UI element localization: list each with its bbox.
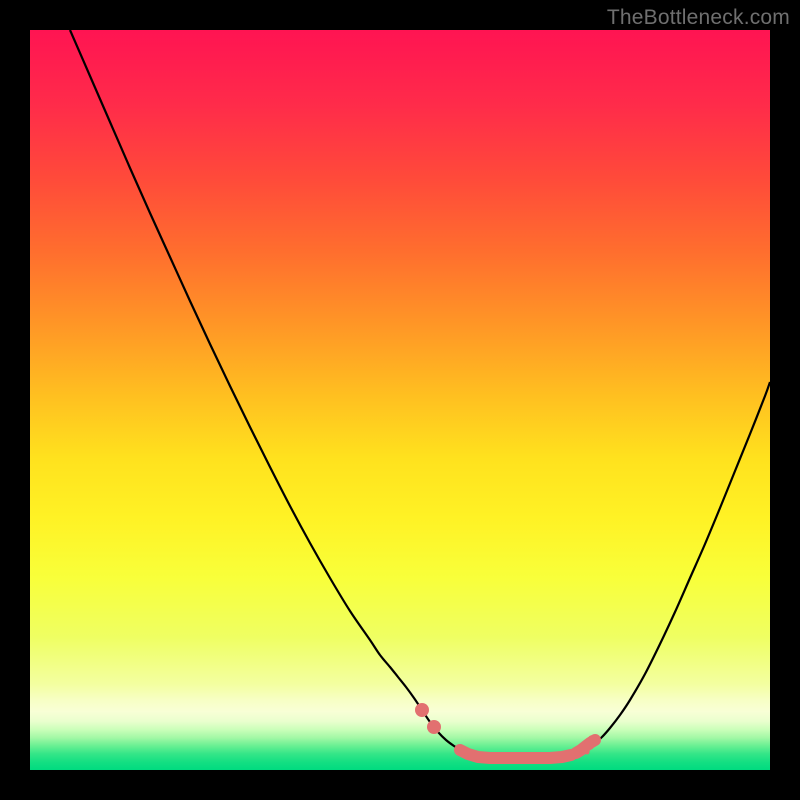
bottleneck-curve (70, 30, 770, 758)
canvas-frame: TheBottleneck.com (0, 0, 800, 800)
highlight-markers (415, 703, 595, 758)
chart-overlay (30, 30, 770, 770)
marker-dot (427, 720, 441, 734)
marker-dot (415, 703, 429, 717)
marker-segment (460, 750, 571, 758)
plot-area (30, 30, 770, 770)
watermark-text: TheBottleneck.com (607, 6, 790, 30)
